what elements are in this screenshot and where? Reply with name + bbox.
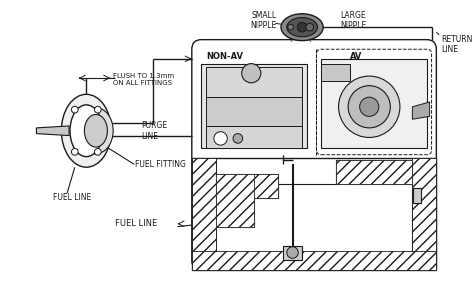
Text: FUEL FITTING: FUEL FITTING [135,160,186,170]
Polygon shape [206,97,302,126]
Text: LARGE
NIPPLE: LARGE NIPPLE [340,11,367,30]
Text: NON-AV: NON-AV [206,52,243,61]
Circle shape [297,22,307,32]
Text: FUEL LINE: FUEL LINE [115,219,157,228]
Text: PURGE
LINE: PURGE LINE [141,121,167,140]
Circle shape [72,106,78,113]
Ellipse shape [84,114,108,147]
Bar [412,158,437,270]
Ellipse shape [79,108,113,154]
Text: AV: AV [350,52,363,61]
Circle shape [242,64,261,83]
Ellipse shape [287,18,318,37]
Polygon shape [321,64,350,81]
Polygon shape [412,102,429,119]
Text: FLUSH TO 1.3mm
ON ALL FITTINGS: FLUSH TO 1.3mm ON ALL FITTINGS [113,73,174,86]
Text: RETURN
LINE: RETURN LINE [441,35,473,54]
Circle shape [72,148,78,155]
Bar [254,174,278,198]
Circle shape [94,148,101,155]
Text: SMALL
NIPPLE: SMALL NIPPLE [251,11,277,30]
Polygon shape [413,188,421,203]
Circle shape [288,24,293,30]
Polygon shape [336,159,412,184]
Circle shape [360,97,379,116]
Ellipse shape [70,105,102,157]
Polygon shape [321,59,427,148]
Circle shape [287,247,298,258]
Polygon shape [206,67,302,97]
Circle shape [94,106,101,113]
Ellipse shape [61,94,111,167]
Polygon shape [36,126,69,135]
Polygon shape [201,64,307,148]
Bar [192,158,216,270]
Circle shape [338,76,400,138]
Polygon shape [283,246,302,260]
Polygon shape [192,158,437,270]
Text: FUEL LINE: FUEL LINE [53,193,91,202]
Bar [336,159,412,184]
Polygon shape [216,174,278,227]
Ellipse shape [281,14,323,41]
Circle shape [348,86,390,128]
Bar [192,251,437,270]
Bar [216,174,254,227]
Polygon shape [206,126,302,148]
Circle shape [233,134,243,143]
Circle shape [214,132,228,145]
Circle shape [306,23,314,31]
